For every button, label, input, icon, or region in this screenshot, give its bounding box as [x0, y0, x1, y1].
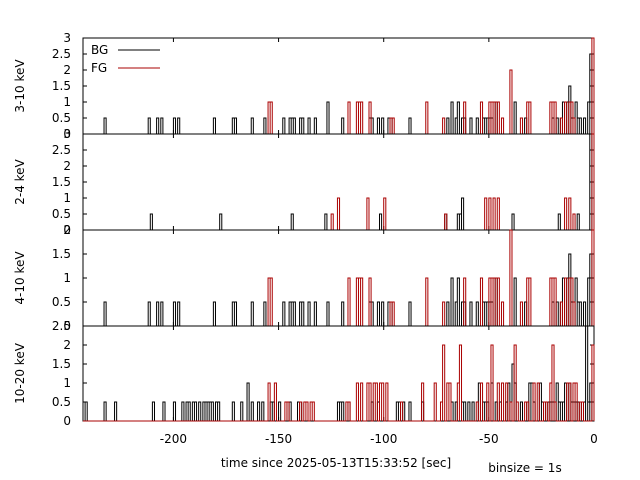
y-tick-label: 2 — [63, 223, 71, 237]
y-tick-label: 1.5 — [52, 79, 71, 93]
panel-3: 0 0.5 1 1.5 2 2.5 10-20 keV — [13, 319, 595, 428]
series-bg-histogram — [83, 53, 594, 135]
series-fg-histogram — [83, 344, 595, 422]
y-axis-label: 4-10 keV — [13, 251, 27, 305]
y-tick-label: 1 — [63, 376, 71, 390]
y-tick-label: 0.5 — [52, 295, 71, 309]
panels-group: 0 0.5 1 1.5 2 2.5 3 3-10 keV 0 0.5 1 1.5 2 2.5 3 2-4 ke… — [13, 31, 598, 446]
y-tick-label: 0 — [63, 414, 71, 428]
legend: BG FG — [91, 43, 160, 75]
series-bg-histogram — [83, 253, 594, 327]
x-axis-label: time since 2025-05-13T15:33:52 [sec] — [221, 456, 451, 470]
y-tick-label: 3 — [63, 31, 71, 45]
panel-2: 0 0.5 1 1.5 2 4-10 keV — [13, 223, 595, 333]
y-tick-label: 0.5 — [52, 207, 71, 221]
y-tick-label: 1.5 — [52, 175, 71, 189]
y-tick-label: 0 — [63, 223, 71, 237]
y-tick-label: 1 — [63, 191, 71, 205]
y-axis-label: 10-20 keV — [13, 342, 27, 404]
y-tick-label: 2.5 — [52, 143, 71, 157]
y-tick-label: 3 — [63, 127, 71, 141]
y-tick-label: 2 — [63, 159, 71, 173]
y-axis-label: 2-4 keV — [13, 158, 27, 204]
y-tick-label: 2 — [63, 338, 71, 352]
y-tick-label: 2.5 — [52, 47, 71, 61]
y-tick-label: 1.5 — [52, 357, 71, 371]
series-fg-histogram — [83, 37, 595, 135]
series-fg-histogram — [83, 133, 595, 231]
y-tick-label: 0.5 — [52, 395, 71, 409]
legend-label-bg: BG — [91, 43, 108, 57]
y-axis-label: 3-10 keV — [13, 59, 27, 113]
y-tick-label: 1 — [63, 95, 71, 109]
x-tick-label: -200 — [160, 432, 187, 446]
legend-label-fg: FG — [91, 61, 107, 75]
x-tick-label: 0 — [590, 432, 598, 446]
y-tick-label: 1 — [63, 271, 71, 285]
y-tick-label: 0.5 — [52, 111, 71, 125]
binsize-note: binsize = 1s — [488, 461, 561, 475]
x-tick-label: -150 — [265, 432, 292, 446]
y-tick-label: 1.5 — [52, 247, 71, 261]
panel-1: 0 0.5 1 1.5 2 2.5 3 2-4 keV — [13, 127, 595, 237]
series-bg-histogram — [83, 133, 594, 231]
y-tick-label: 0 — [63, 127, 71, 141]
panel-frame — [82, 325, 595, 422]
y-tick-label: 0 — [63, 319, 71, 333]
series-bg-histogram — [83, 325, 594, 422]
series-fg-histogram — [83, 229, 595, 327]
y-tick-label: 2.5 — [52, 319, 71, 333]
y-tick-label: 2 — [63, 63, 71, 77]
x-tick-label: -50 — [479, 432, 499, 446]
panel-frame — [82, 133, 595, 231]
panel-frame — [82, 229, 595, 327]
x-tick-label: -100 — [370, 432, 397, 446]
panel-frame — [82, 37, 595, 135]
